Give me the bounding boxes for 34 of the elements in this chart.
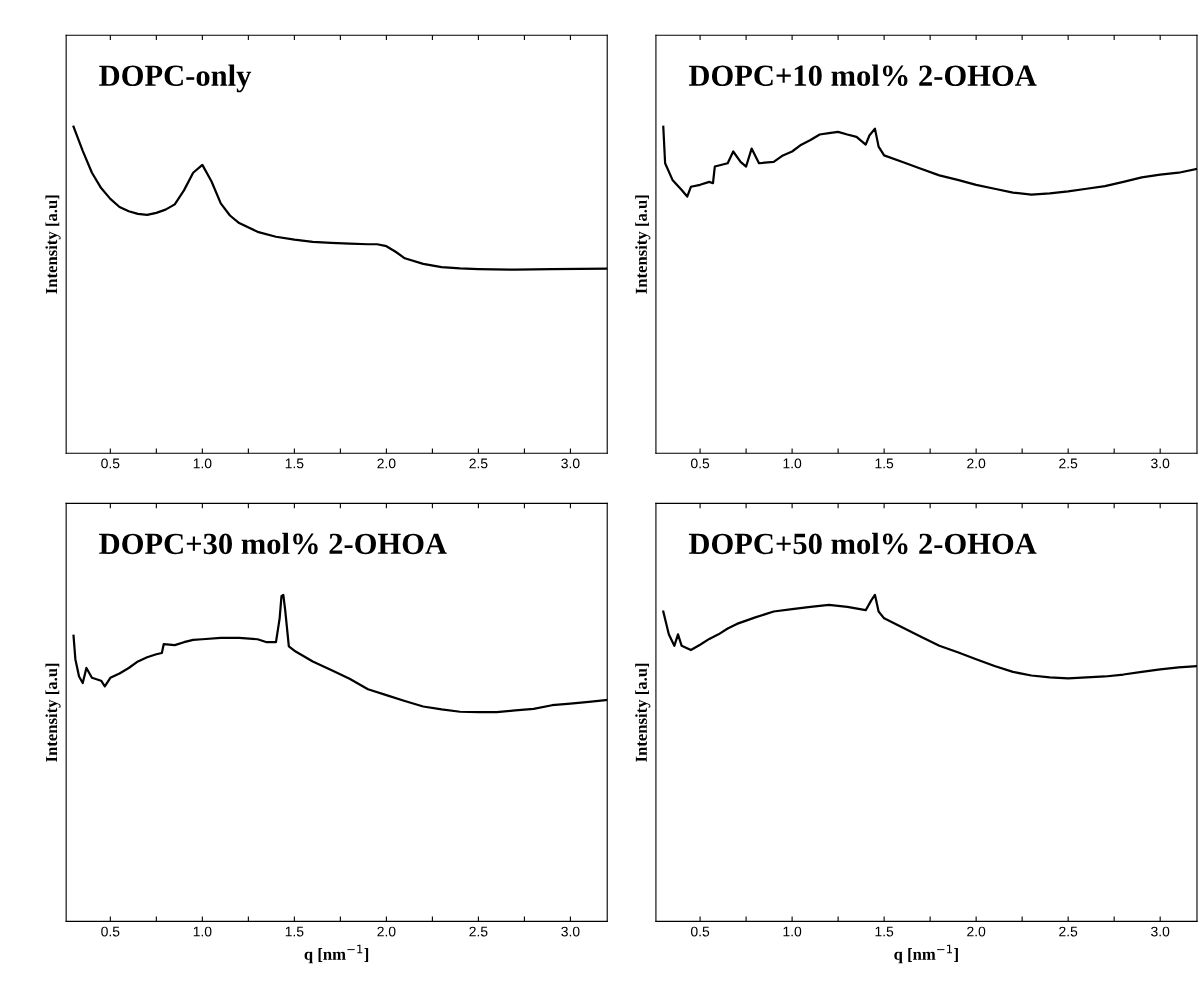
x-tick-label: 1.5 bbox=[875, 926, 894, 937]
x-tick-label: 2.0 bbox=[377, 926, 396, 937]
chart-title: DOPC+50 mol% 2-OHOA bbox=[688, 532, 1037, 555]
x-axis-title: q [nm$^{−1}$] bbox=[894, 944, 958, 964]
x-tick-label: 1.5 bbox=[285, 458, 304, 469]
x-axis-title: q [nm$^{−1}$] bbox=[304, 944, 369, 964]
chart-title: DOPC-only bbox=[99, 64, 252, 93]
y-axis-title: Intensity [a.u] bbox=[45, 195, 61, 294]
x-tick-label: 0.5 bbox=[690, 926, 710, 937]
x-tick-label: 3.0 bbox=[561, 926, 580, 937]
x-tick-label: 2.0 bbox=[967, 926, 986, 937]
x-tick-label: 2.0 bbox=[967, 458, 986, 469]
y-axis-title: Intensity [a.u] bbox=[45, 663, 61, 762]
x-tick-label: 1.5 bbox=[285, 926, 304, 937]
x-tick-label: 2.5 bbox=[1059, 458, 1078, 469]
x-tick-label: 0.5 bbox=[690, 458, 710, 469]
x-tick-label: 2.5 bbox=[1059, 926, 1078, 937]
x-tick-label: 1.0 bbox=[193, 458, 212, 469]
x-tick-label: 3.0 bbox=[1151, 926, 1170, 937]
x-tick-label: 1.0 bbox=[783, 458, 802, 469]
y-axis-title: Intensity [a.u] bbox=[635, 195, 651, 294]
x-tick-label: 2.0 bbox=[377, 458, 396, 469]
x-tick-label: 0.5 bbox=[101, 458, 120, 469]
chart-title: DOPC+30 mol% 2-OHOA bbox=[99, 532, 447, 555]
y-axis-title: Intensity [a.u] bbox=[635, 663, 651, 762]
x-tick-label: 0.5 bbox=[101, 926, 120, 937]
x-tick-label: 3.0 bbox=[1151, 458, 1170, 469]
x-tick-label: 2.5 bbox=[469, 458, 488, 469]
x-tick-label: 2.5 bbox=[469, 926, 488, 937]
x-tick-label: 1.0 bbox=[783, 926, 802, 937]
x-tick-label: 1.5 bbox=[875, 458, 894, 469]
chart-title: DOPC+10 mol% 2-OHOA bbox=[688, 64, 1037, 87]
x-tick-label: 1.0 bbox=[193, 926, 212, 937]
x-tick-label: 3.0 bbox=[561, 458, 580, 469]
